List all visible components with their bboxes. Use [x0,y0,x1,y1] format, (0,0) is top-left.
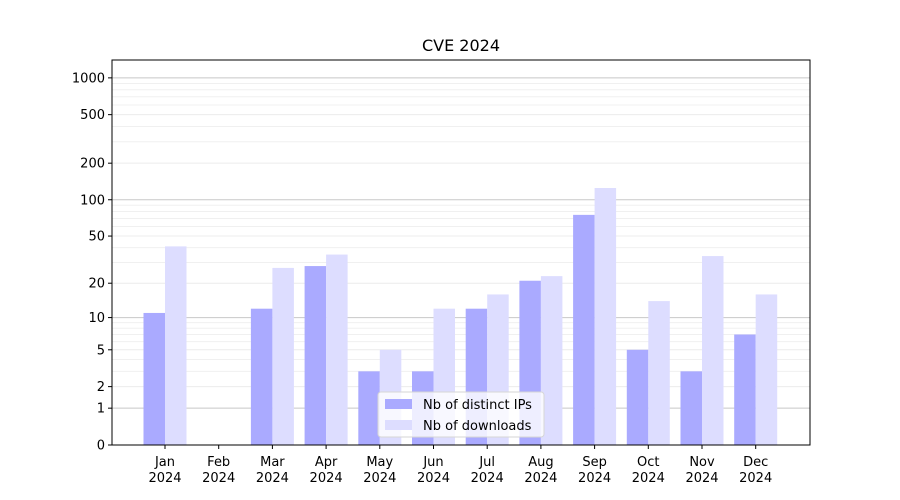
bar-distinct-ips [143,312,165,445]
grid-lines [112,77,810,446]
x-tick-label: Jul 2024 [471,455,504,486]
x-tick-label: Mar 2024 [256,455,289,486]
bar-downloads [272,267,294,445]
y-tick-label: 200 [80,157,105,172]
x-tick-label: Aug 2024 [524,455,557,486]
legend-swatch [385,399,412,409]
x-tick-label: Jun 2024 [417,455,450,486]
y-tick-label: 1000 [72,71,105,86]
y-tick-label: 1 [97,402,105,417]
bar-downloads [702,256,724,445]
x-tick-label: Jan 2024 [148,455,181,486]
legend-label: Nb of distinct IPs [423,398,532,413]
y-tick-label: 100 [80,193,105,208]
y-tick-label: 2 [97,380,105,395]
x-tick-label: Apr 2024 [310,455,343,486]
bar-downloads [648,301,670,445]
legend: Nb of distinct IPs Nb of downloads [377,391,545,438]
legend-swatch [385,420,412,430]
x-tick-label: Nov 2024 [685,455,718,486]
x-tick-label: Dec 2024 [739,455,772,486]
y-tick-label: 20 [88,277,105,292]
bar-distinct-ips [573,214,595,445]
bar-downloads [326,254,348,445]
x-tick-label: Feb 2024 [202,455,235,486]
bar-distinct-ips [734,334,756,445]
x-tick-label: Oct 2024 [632,455,665,486]
y-tick-label: 500 [80,108,105,123]
legend-label: Nb of downloads [423,419,532,434]
bar-distinct-ips [358,371,380,445]
x-tick-label: May 2024 [363,455,396,486]
bar-distinct-ips [680,371,702,445]
bar-downloads [755,294,778,445]
y-axis: 0 1 2 5 10 20 50 100 200 500 1000 [72,71,112,454]
bar-distinct-ips [626,349,649,445]
x-tick-label: Sep 2024 [578,455,611,486]
y-tick-label: 5 [97,343,105,358]
plot-frame [111,59,811,446]
x-axis: Jan 2024 Feb 2024 Mar 2024 Apr 2024 May 2024 Jun 20… [148,445,772,486]
bar-downloads [165,246,187,445]
y-tick-label: 0 [97,439,105,454]
bar-distinct-ips [304,266,327,445]
bar-downloads [594,187,617,445]
y-tick-label: 10 [88,311,105,326]
legend-box [377,391,545,438]
chart-title: CVE 2024 [422,36,500,55]
bar-downloads [540,276,563,445]
y-tick-label: 50 [88,230,105,245]
bar-distinct-ips [250,308,273,445]
